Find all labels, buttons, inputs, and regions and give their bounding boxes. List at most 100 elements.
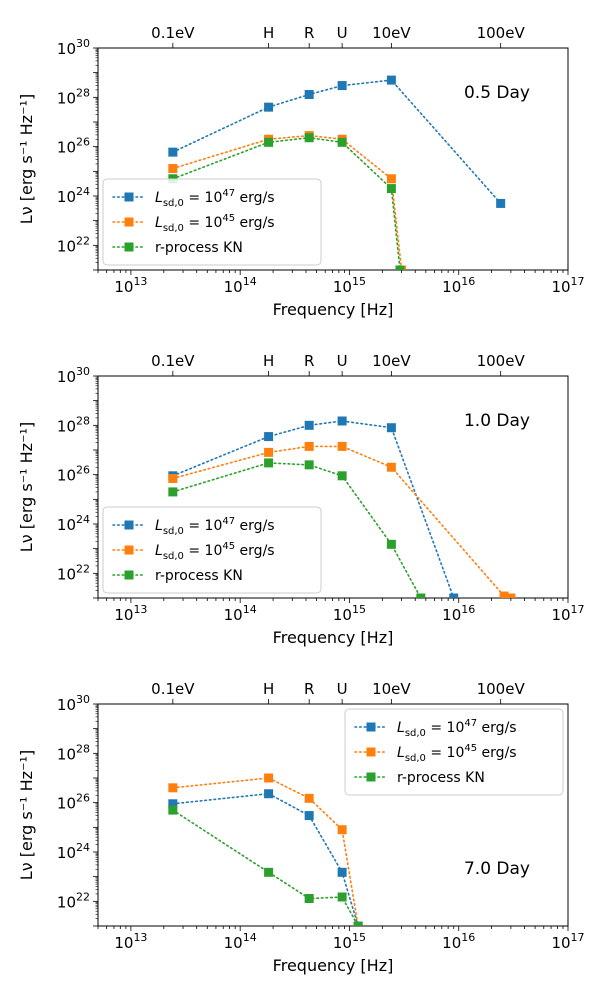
chart-panel-3: 1013 1014 1015 1016 1017 1022 1024 1026 1028 1030… [17,680,585,975]
axes-frame [97,703,569,927]
x-tick-label: 1013 [114,931,147,952]
axes-frame [97,47,569,271]
top-tick-label: R [304,680,314,698]
y-tick-label: 1028 [57,414,90,435]
y-tick-label: 1022 [57,234,90,255]
series-1-marker [337,81,347,91]
series-1-marker [496,198,506,208]
legend-label: Lsd,0 = 1045 erg/s [397,743,517,764]
series-3-marker [264,458,274,468]
legend-label: Lsd,0 = 1045 erg/s [155,541,275,562]
legend-marker [366,722,376,732]
series-2-marker [168,783,178,793]
series-3-marker [304,133,314,143]
legend-marker [124,520,134,530]
top-tick-label: 100eV [477,352,526,370]
y-tick-label: 1024 [57,185,90,206]
top-tick-label: 10eV [372,352,411,370]
series-1-marker [337,416,347,426]
series-2-marker [337,441,347,451]
top-tick-label: 0.1eV [151,680,195,698]
x-axis-label: Frequency [Hz] [273,956,394,975]
series-line-2 [172,134,403,270]
series-3-marker [353,921,363,926]
y-tick-label: 1028 [57,742,90,763]
series-2-marker [304,793,314,803]
series-1-marker [168,147,178,157]
top-tick-label: U [337,352,348,370]
series-3-marker [168,487,178,497]
series-line-1 [172,792,359,926]
legend-label: Lsd,0 = 1047 erg/s [155,516,275,537]
series-3-marker [304,460,314,470]
x-tick-label: 1013 [114,603,147,624]
series-1-marker [304,420,314,430]
series-3-marker [264,867,274,877]
legend: Lsd,0 = 1047 erg/s Lsd,0 = 1045 erg/s r-pr… [102,506,322,594]
chart-panel-2: 1013 1014 1015 1016 1017 1022 1024 1026 1028 1030… [17,352,585,647]
series-1-marker [264,432,274,442]
series-3-marker [416,593,426,598]
series-line-3 [172,462,422,598]
series-3-marker [337,137,347,147]
y-tick-label: 1030 [57,365,90,386]
top-tick-label: 100eV [477,24,526,42]
y-axis-label: Lν [erg s⁻¹ Hz⁻¹] [17,422,36,552]
x-tick-label: 1017 [551,603,584,624]
x-tick-label: 1014 [224,275,257,296]
x-tick-label: 1015 [333,931,366,952]
y-tick-label: 1030 [57,37,90,58]
top-tick-label: R [304,352,314,370]
top-tick-label: H [263,352,274,370]
legend-label: r-process KN [155,240,243,256]
series-2-marker [168,473,178,483]
series-3-marker [304,894,314,904]
legend-marker [124,545,134,555]
legend-box [102,506,322,594]
x-tick-label: 1016 [442,275,475,296]
panel-label: 7.0 Day [464,859,530,879]
y-tick-label: 1028 [57,86,90,107]
y-tick-label: 1026 [57,136,90,157]
top-tick-label: 10eV [372,680,411,698]
plot-area [168,773,363,926]
series-3-marker [337,892,347,902]
panel-label: 0.5 Day [464,83,530,103]
series-2-marker [337,825,347,835]
panel-label: 1.0 Day [464,411,530,431]
y-axis-label: Lν [erg s⁻¹ Hz⁻¹] [17,94,36,224]
y-tick-label: 1022 [57,562,90,583]
series-1-marker [449,593,459,598]
legend: Lsd,0 = 1047 erg/s Lsd,0 = 1045 erg/s r-pr… [102,178,322,266]
top-tick-label: 0.1eV [151,352,195,370]
y-tick-label: 1024 [57,513,90,534]
series-2-marker [304,441,314,451]
legend-marker [124,570,134,580]
y-tick-label: 1026 [57,792,90,813]
series-1-marker [304,90,314,100]
legend-label: r-process KN [155,568,243,584]
x-tick-label: 1013 [114,275,147,296]
legend-marker [124,217,134,227]
series-1-marker [264,102,274,112]
top-tick-label: H [263,680,274,698]
top-tick-label: R [304,24,314,42]
plot-area [168,416,516,598]
top-tick-label: U [337,680,348,698]
x-axis-label: Frequency [Hz] [273,300,394,319]
series-3-marker [386,184,396,194]
x-axis-label: Frequency [Hz] [273,628,394,647]
series-1-marker [386,423,396,433]
series-2-marker [499,591,509,598]
series-2-marker [264,447,274,457]
y-tick-label: 1026 [57,464,90,485]
series-2-marker [386,174,396,184]
legend: Lsd,0 = 1047 erg/s Lsd,0 = 1045 erg/s r-pr… [344,708,564,796]
top-tick-label: U [337,24,348,42]
legend-label: Lsd,0 = 1045 erg/s [155,213,275,234]
series-2-marker [506,593,516,598]
legend-marker [124,192,134,202]
series-3-marker [395,265,405,270]
y-tick-label: 1022 [57,890,90,911]
